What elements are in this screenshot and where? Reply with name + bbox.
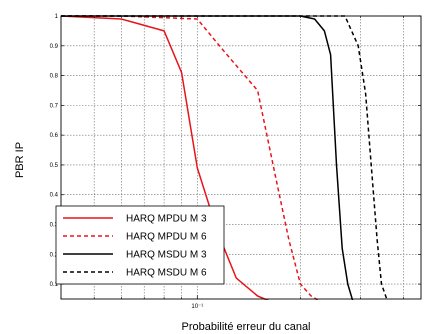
y-axis-title: PBR IP <box>14 142 26 178</box>
legend-label: HARQ MPDU M 6 <box>126 232 207 243</box>
legend-label: HARQ MSDU M 3 <box>126 250 207 261</box>
y-tick-label: 0.3 <box>50 223 59 229</box>
legend-label: HARQ MSDU M 6 <box>126 268 207 279</box>
x-axis-title: Probabilité erreur du canal <box>181 321 310 333</box>
y-tick-label: 0.5 <box>50 163 59 169</box>
y-tick-label: 0.4 <box>50 193 59 199</box>
y-tick-label: 0.7 <box>50 103 59 109</box>
y-tick-label: 0.9 <box>50 44 59 50</box>
legend-label: HARQ MPDU M 3 <box>126 214 207 225</box>
legend-box <box>55 205 225 285</box>
y-tick-label: 0.2 <box>50 252 59 258</box>
y-tick-label: 0.8 <box>50 74 59 80</box>
y-tick-label: 0.6 <box>50 133 59 139</box>
y-tick-label: 0.1 <box>50 282 59 288</box>
plot-frame <box>60 15 422 300</box>
series-line-1 <box>61 15 269 300</box>
y-tick-label: 1 <box>55 14 59 20</box>
x-tick-label: 10⁻¹ <box>191 304 203 310</box>
series-line-2 <box>61 15 320 300</box>
legend: HARQ MPDU M 3 HARQ MPDU M 6 HARQ MSDU M 3 H… <box>55 205 225 285</box>
